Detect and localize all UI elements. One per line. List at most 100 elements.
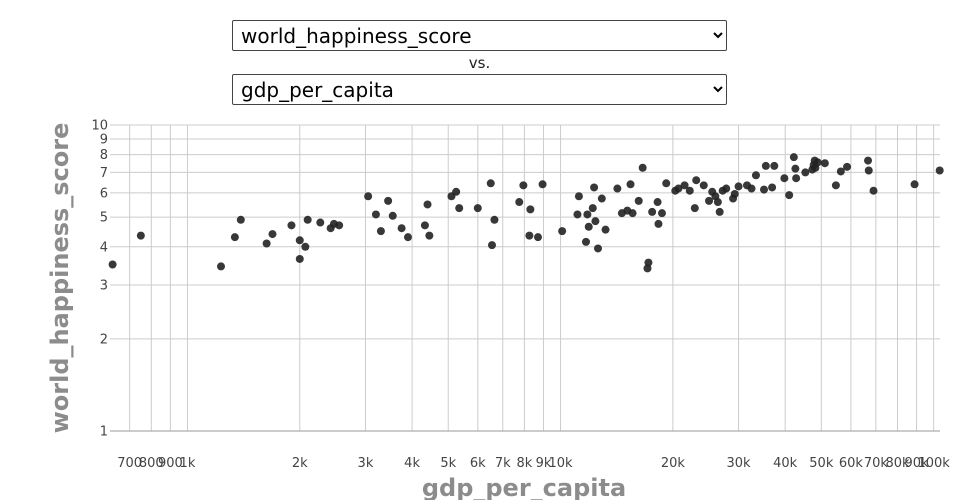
data-point: [791, 164, 800, 173]
data-point: [303, 215, 312, 224]
data-point: [634, 196, 643, 205]
data-point: [789, 153, 798, 162]
data-point: [574, 192, 583, 201]
x-tick-label: 60k: [839, 456, 864, 471]
data-point: [236, 215, 245, 224]
data-point: [364, 192, 373, 201]
data-point: [785, 191, 794, 200]
data-point: [654, 219, 663, 228]
data-point: [217, 262, 226, 271]
data-point: [801, 168, 810, 177]
data-point: [473, 204, 482, 213]
x-tick-label: 8k: [516, 456, 532, 471]
data-point: [295, 254, 304, 263]
y-tick-label: 1: [100, 425, 108, 440]
x-tick-label: 900: [158, 456, 183, 471]
data-point: [262, 239, 271, 248]
data-point: [538, 180, 547, 189]
x-tick-label: 50k: [809, 456, 834, 471]
y-tick-label: 6: [100, 186, 108, 201]
data-point: [583, 210, 592, 219]
data-point: [573, 210, 582, 219]
x-tick-label: 800: [139, 456, 164, 471]
data-point: [316, 218, 325, 227]
data-point: [287, 221, 296, 230]
data-point: [813, 158, 822, 167]
x-tick-label: 2k: [292, 456, 308, 471]
data-point: [935, 166, 944, 175]
data-point: [593, 244, 602, 253]
data-point: [455, 204, 464, 213]
data-point: [597, 194, 606, 203]
y-tick-label: 3: [100, 279, 108, 294]
data-point: [657, 209, 666, 218]
data-point: [268, 230, 277, 239]
data-point: [751, 171, 760, 180]
x-tick-label: 10k: [549, 456, 574, 471]
data-point: [526, 205, 535, 214]
x-tick-label: 3k: [358, 456, 374, 471]
data-point: [770, 161, 779, 170]
data-point: [864, 156, 873, 165]
data-point: [734, 182, 743, 191]
data-point: [768, 183, 777, 192]
y-variable-select[interactable]: world_happiness_scoregdp_per_capita: [232, 20, 727, 51]
data-point: [761, 161, 770, 170]
data-point: [713, 198, 722, 207]
data-point: [581, 237, 590, 246]
grid-lines: [110, 124, 940, 432]
data-point: [869, 186, 878, 195]
data-point: [490, 215, 499, 224]
data-point: [403, 233, 412, 242]
data-point: [486, 179, 495, 188]
x-tick-label: 700: [117, 456, 142, 471]
data-point: [705, 196, 714, 205]
data-point: [836, 167, 845, 176]
data-point: [699, 181, 708, 190]
data-point: [376, 227, 385, 236]
data-point: [831, 181, 840, 190]
data-point: [525, 231, 534, 240]
data-point: [590, 183, 599, 192]
data-point: [136, 231, 145, 240]
data-point: [653, 198, 662, 207]
data-point: [780, 174, 789, 183]
data-point: [690, 204, 699, 213]
x-tick-label: 1k: [180, 456, 196, 471]
data-point: [648, 207, 657, 216]
x-tick-label: 30k: [727, 456, 752, 471]
x-tick-label: 9k: [536, 456, 552, 471]
y-tick-label: 4: [100, 240, 108, 255]
x-tick-label: 7k: [495, 456, 511, 471]
data-point: [335, 221, 344, 230]
data-point: [613, 184, 622, 193]
data-point: [601, 225, 610, 234]
data-point: [515, 198, 524, 207]
x-tick-label: 20k: [661, 456, 686, 471]
x-tick-label: 100k: [917, 456, 950, 471]
data-point: [760, 185, 769, 194]
data-point: [397, 224, 406, 233]
vs-label: vs.: [468, 54, 491, 72]
data-point: [638, 163, 647, 172]
data-point: [674, 184, 683, 193]
x-tick-label: 70k: [864, 456, 889, 471]
y-tick-label: 10: [91, 119, 108, 134]
data-point: [910, 180, 919, 189]
data-point: [820, 159, 829, 168]
data-point: [584, 222, 593, 231]
data-point: [588, 204, 597, 213]
y-tick-label: 2: [100, 332, 108, 347]
x-tick-label: 90k: [905, 456, 930, 471]
data-point: [864, 166, 873, 175]
data-point: [533, 233, 542, 242]
data-point: [628, 209, 637, 218]
data-point: [644, 258, 653, 267]
y-tick-label: 7: [100, 166, 108, 181]
data-point: [792, 174, 801, 183]
data-point: [487, 241, 496, 250]
